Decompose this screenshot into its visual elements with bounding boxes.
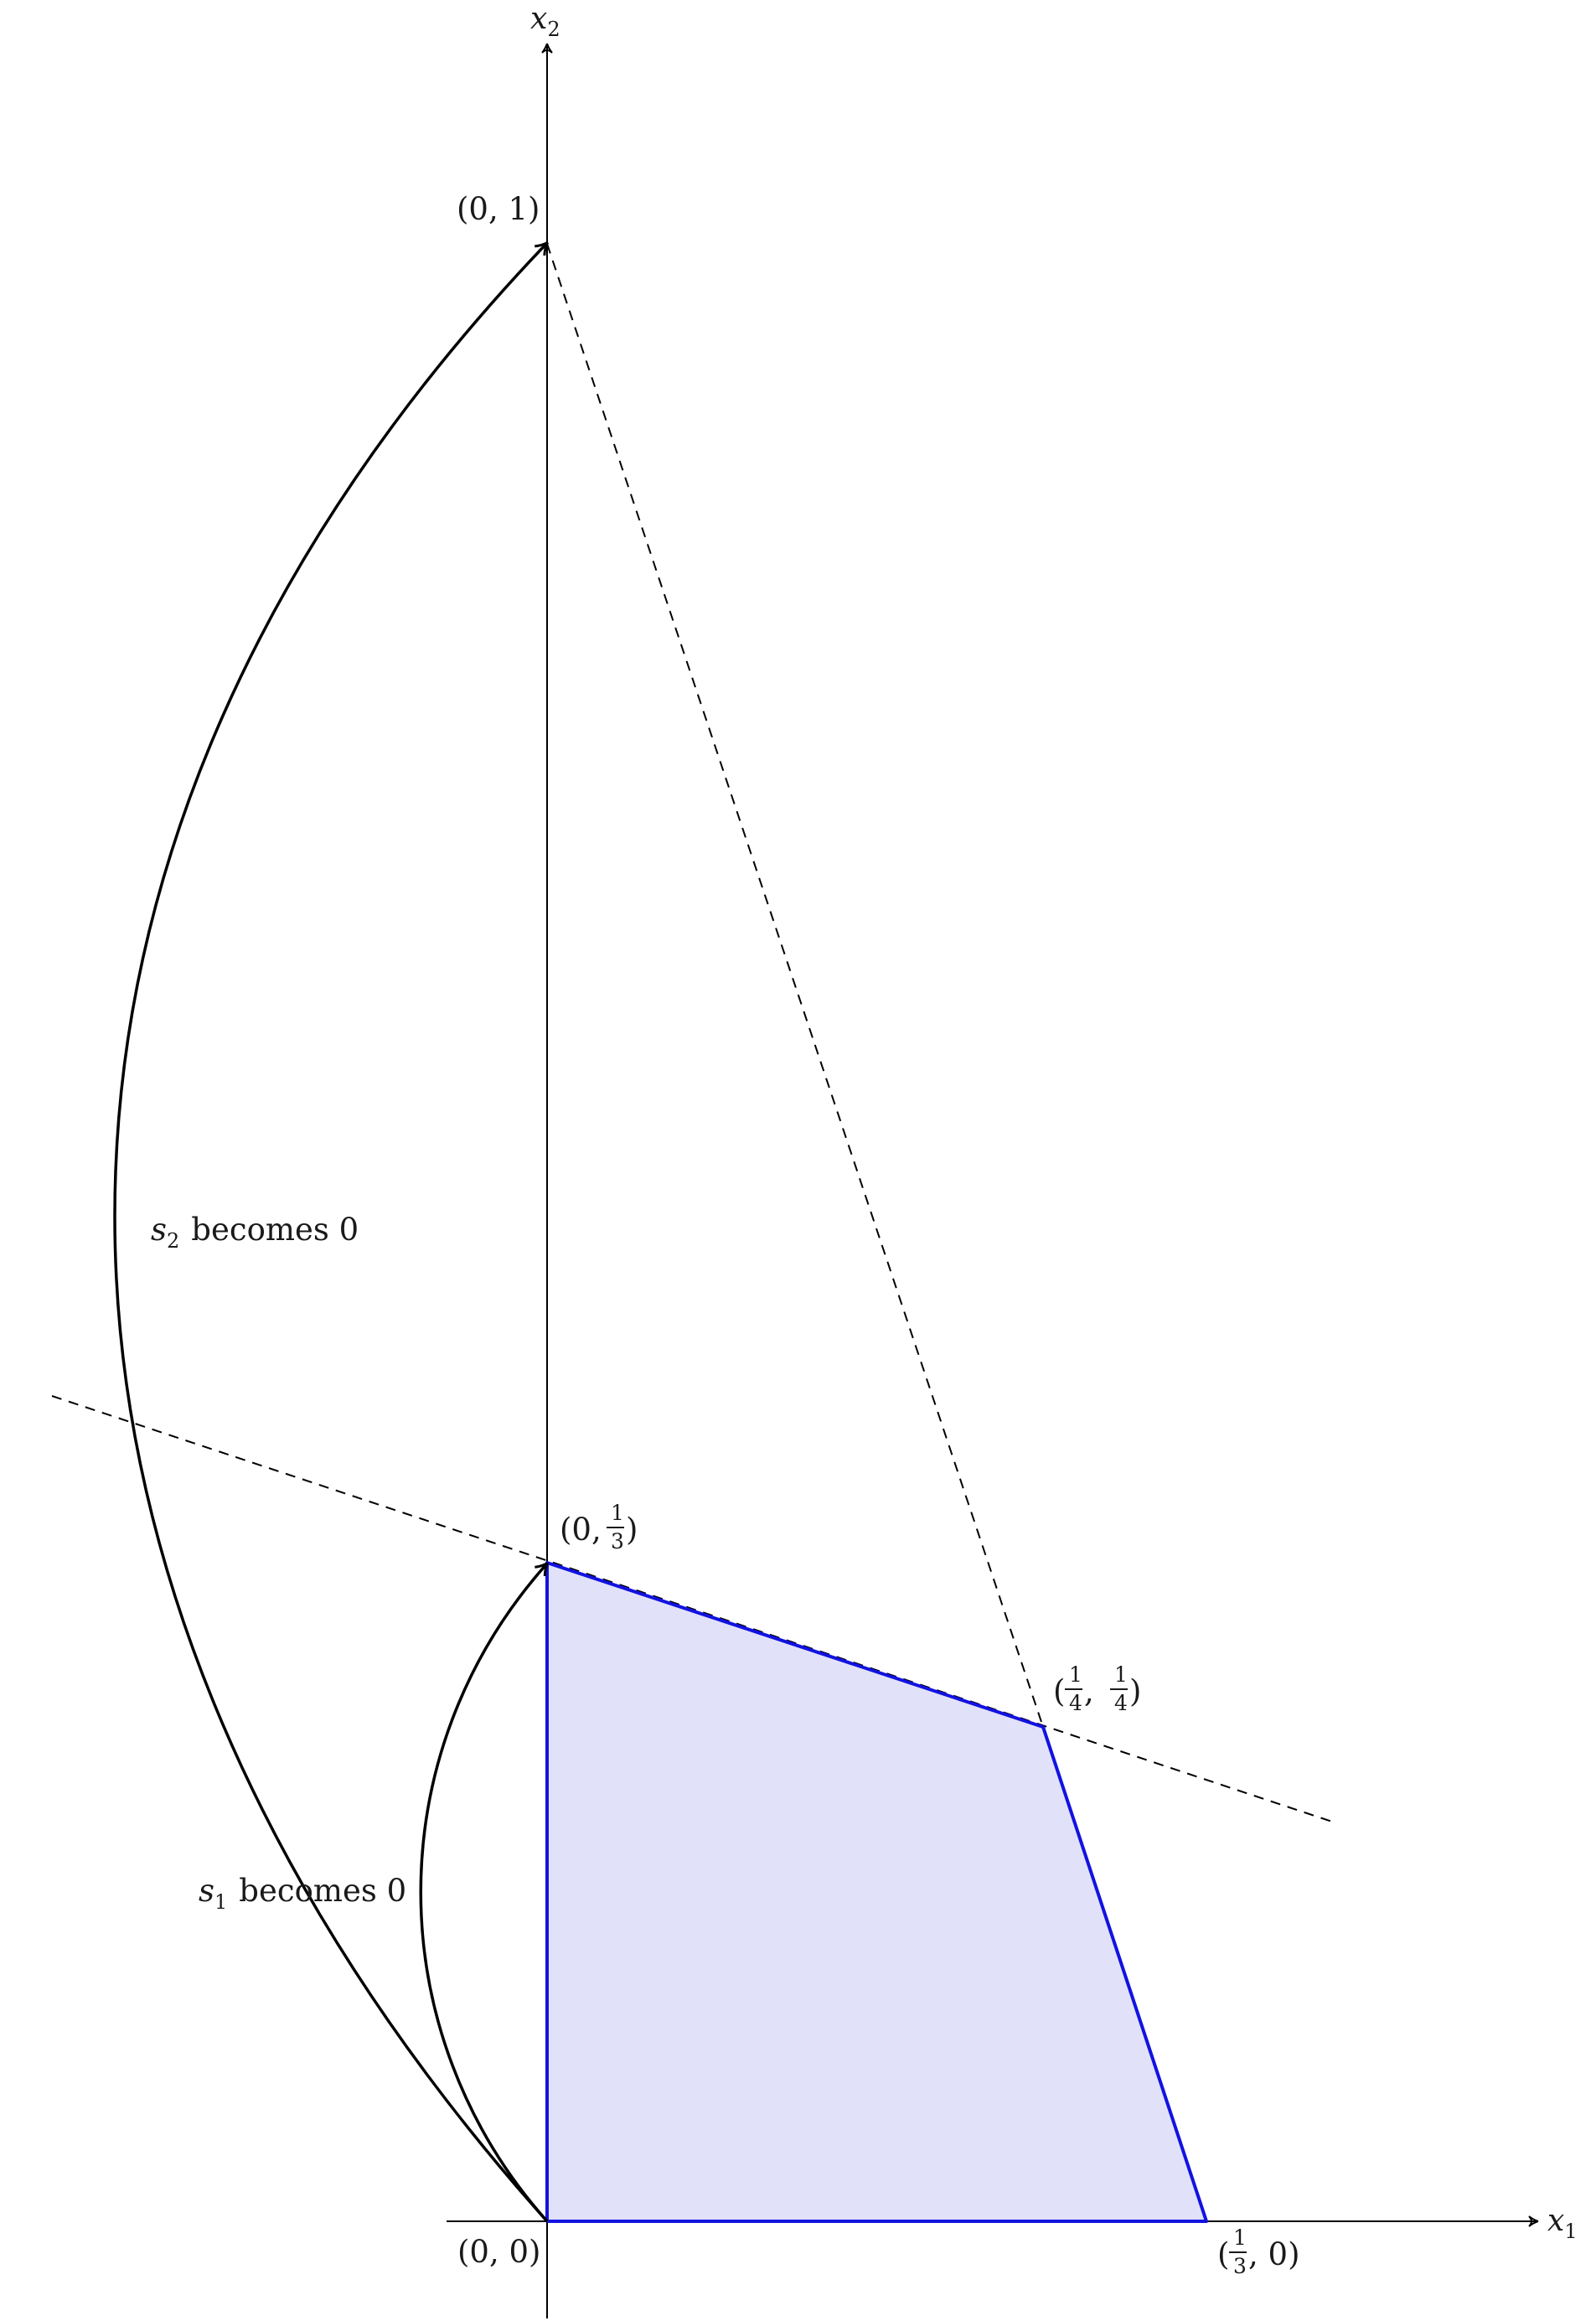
svg-text:1: 1 (1069, 1662, 1082, 1687)
point-0-1-label: (0, 1) (457, 191, 540, 227)
x-axis-label: x1 (1547, 2204, 1578, 2243)
svg-text:1: 1 (1114, 1662, 1128, 1687)
point-third-0-label: ( 1 3 , 0) (1217, 2225, 1300, 2278)
s2-pivot-arc (113, 240, 550, 2223)
s2-becomes-zero-label: s2 becomes 0 (151, 1212, 359, 1253)
svg-text:4: 4 (1069, 1691, 1082, 1715)
s1-pivot-arc (419, 1561, 550, 2223)
point-0-third-label: (0, 1 3 ) (560, 1501, 638, 1553)
point-quarter-quarter-label: ( 1 4 , 1 4 ) (1053, 1662, 1141, 1715)
svg-text:(: ( (1053, 1673, 1065, 1709)
svg-text:3: 3 (611, 1529, 624, 1553)
s1-becomes-zero-label: s1 becomes 0 (199, 1873, 406, 1914)
svg-text:): ) (1129, 1673, 1141, 1709)
svg-text:(0,: (0, (560, 1512, 602, 1548)
svg-text:1: 1 (1233, 2225, 1247, 2250)
origin-label: (0, 0) (457, 2234, 540, 2270)
svg-text:1: 1 (611, 1501, 624, 1525)
feasible-region-boundary (545, 1561, 1208, 2223)
y-axis-label: x2 (530, 2, 560, 41)
svg-text:, 0): , 0) (1248, 2236, 1300, 2272)
feasible-region (547, 1563, 1206, 2221)
svg-text:4: 4 (1114, 1691, 1128, 1715)
svg-text:): ) (626, 1512, 638, 1548)
constraint-line-s1 (51, 1395, 1333, 1822)
svg-text:(: ( (1217, 2236, 1229, 2272)
constraint-line-s2 (546, 243, 1044, 1728)
svg-text:,: , (1084, 1673, 1094, 1709)
svg-text:3: 3 (1233, 2254, 1247, 2278)
